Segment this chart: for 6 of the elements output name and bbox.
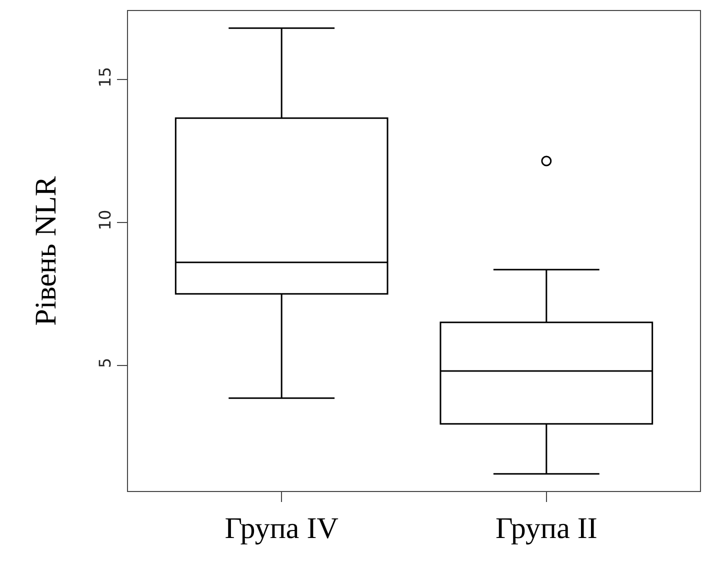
y-tick-label: 5 xyxy=(96,358,115,368)
y-tick-label: 15 xyxy=(96,66,115,88)
x-tick-label: Група II xyxy=(495,512,598,545)
x-tick-label: Група IV xyxy=(224,512,339,545)
y-axis-title: Рівень NLR xyxy=(30,176,63,326)
y-tick-label: 10 xyxy=(96,210,115,230)
